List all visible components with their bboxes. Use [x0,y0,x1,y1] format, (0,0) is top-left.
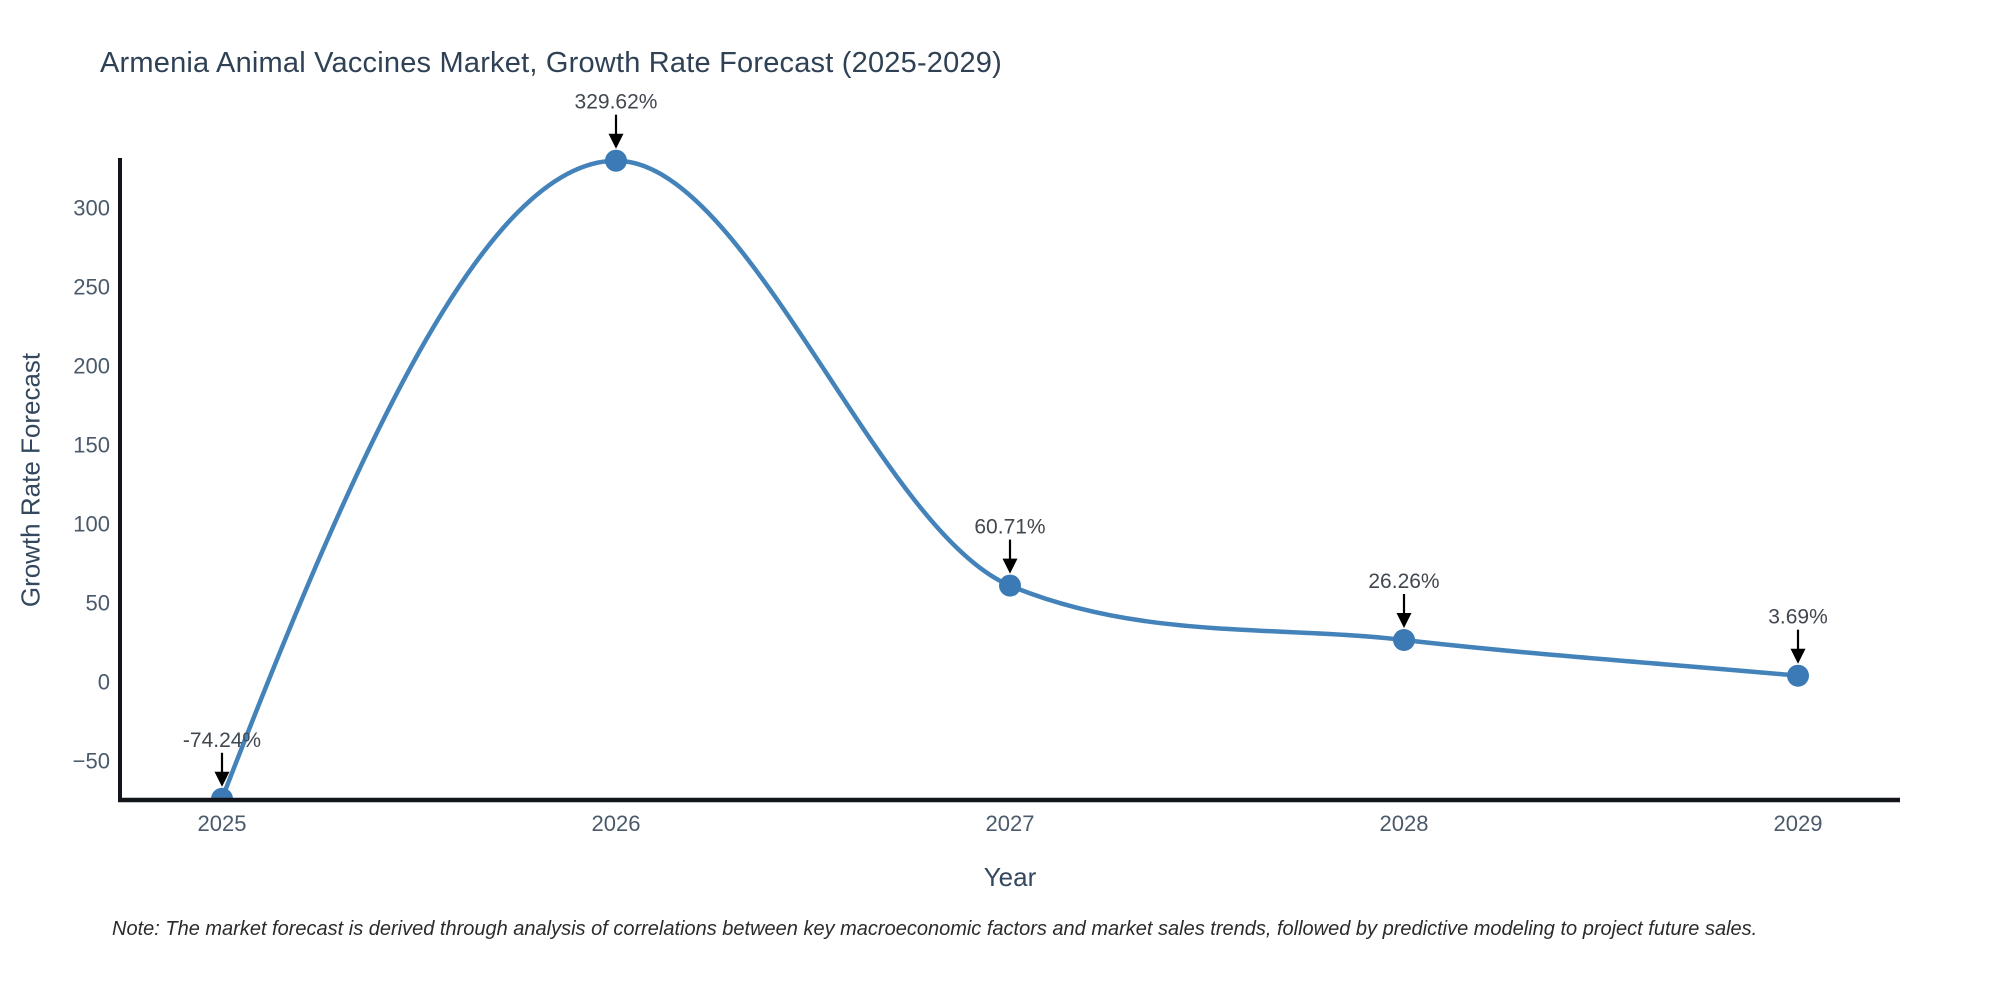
chart-title: Armenia Animal Vaccines Market, Growth R… [100,47,1002,79]
data-point-marker [605,149,627,172]
x-tick-label: 2026 [592,811,641,836]
annotation-arrowhead [214,771,230,787]
x-tick-label: 2027 [986,811,1035,836]
y-tick-label: 250 [73,275,110,300]
series-line [219,158,1801,800]
footnote: Note: The market forecast is derived thr… [112,918,1758,940]
annotation-arrowhead [1790,648,1806,664]
annotation-label: 26.26% [1368,570,1439,593]
y-tick-label: −50 [73,749,110,774]
y-tick-label: 50 [86,591,110,616]
data-point-marker [1393,629,1415,651]
annotation-arrowhead [1002,558,1018,574]
x-tick-label: 2029 [1774,811,1823,836]
annotation-label: 3.69% [1768,606,1828,629]
series-group [211,149,1809,800]
y-tick-label: 0 [98,670,110,695]
data-point-marker [1787,664,1809,687]
y-tick-label: 200 [73,354,110,379]
annotation-label: 60.71% [974,516,1045,539]
annotation-arrowhead [608,133,624,149]
x-tick-label: 2025 [198,811,247,836]
y-tick-label: 150 [73,433,110,458]
annotation-label: 329.62% [575,91,658,114]
y-tick-label: 300 [73,196,110,221]
annotation-arrowhead [1396,613,1412,628]
data-point-marker [999,574,1021,597]
y-tick-label: 100 [73,512,110,537]
annotation-label: -74.24% [183,729,261,752]
x-axis-title: Year [983,862,1037,892]
x-tick-label: 2028 [1380,811,1429,836]
data-point-marker [211,787,233,800]
